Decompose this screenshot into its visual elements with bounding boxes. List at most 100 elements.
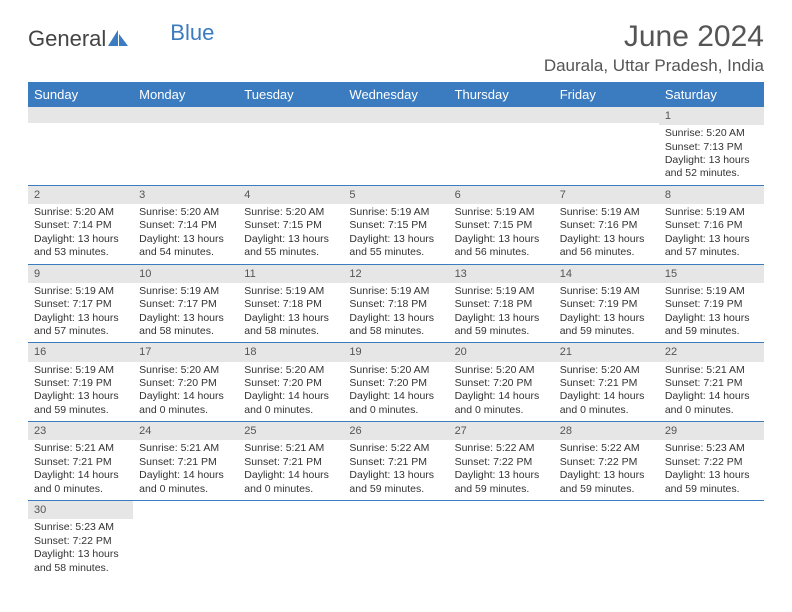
day-info-line: and 0 minutes. <box>139 483 232 496</box>
day-content <box>238 123 343 129</box>
day-info-line: Daylight: 13 hours <box>34 312 127 325</box>
weekday-header: Sunday <box>28 82 133 107</box>
calendar-day-cell: 26Sunrise: 5:22 AMSunset: 7:21 PMDayligh… <box>343 422 448 501</box>
calendar-day-cell: 12Sunrise: 5:19 AMSunset: 7:18 PMDayligh… <box>343 264 448 343</box>
day-content: Sunrise: 5:19 AMSunset: 7:18 PMDaylight:… <box>343 283 448 343</box>
day-info-line: and 0 minutes. <box>560 404 653 417</box>
day-info-line: Sunset: 7:20 PM <box>139 377 232 390</box>
calendar-day-cell: 4Sunrise: 5:20 AMSunset: 7:15 PMDaylight… <box>238 185 343 264</box>
day-info-line: and 59 minutes. <box>665 325 758 338</box>
day-content: Sunrise: 5:23 AMSunset: 7:22 PMDaylight:… <box>28 519 133 579</box>
day-info-line: Sunrise: 5:19 AM <box>139 285 232 298</box>
day-info-line: Daylight: 13 hours <box>34 390 127 403</box>
day-info-line: Daylight: 13 hours <box>349 233 442 246</box>
day-info-line: Sunset: 7:19 PM <box>665 298 758 311</box>
day-info-line: Sunset: 7:18 PM <box>244 298 337 311</box>
weekday-header: Friday <box>554 82 659 107</box>
day-info-line: Sunset: 7:15 PM <box>455 219 548 232</box>
location-text: Daurala, Uttar Pradesh, India <box>544 56 764 76</box>
day-info-line: Sunrise: 5:23 AM <box>34 521 127 534</box>
day-info-line: Sunset: 7:17 PM <box>34 298 127 311</box>
day-info-line: Daylight: 13 hours <box>560 469 653 482</box>
day-content: Sunrise: 5:21 AMSunset: 7:21 PMDaylight:… <box>28 440 133 500</box>
day-content <box>343 517 448 523</box>
day-info-line: and 0 minutes. <box>455 404 548 417</box>
calendar-day-cell: 27Sunrise: 5:22 AMSunset: 7:22 PMDayligh… <box>449 422 554 501</box>
day-info-line: and 57 minutes. <box>665 246 758 259</box>
day-info-line: Sunset: 7:18 PM <box>455 298 548 311</box>
day-info-line: Sunrise: 5:21 AM <box>34 442 127 455</box>
day-number: 16 <box>28 343 133 361</box>
day-info-line: Sunrise: 5:19 AM <box>455 206 548 219</box>
day-info-line: Sunrise: 5:20 AM <box>455 364 548 377</box>
day-info-line: and 59 minutes. <box>34 404 127 417</box>
day-content: Sunrise: 5:19 AMSunset: 7:17 PMDaylight:… <box>28 283 133 343</box>
day-info-line: Sunrise: 5:19 AM <box>560 285 653 298</box>
day-number: 2 <box>28 186 133 204</box>
calendar-day-cell: 18Sunrise: 5:20 AMSunset: 7:20 PMDayligh… <box>238 343 343 422</box>
day-number: 19 <box>343 343 448 361</box>
day-info-line: Sunset: 7:17 PM <box>139 298 232 311</box>
day-info-line: Sunrise: 5:21 AM <box>139 442 232 455</box>
day-number: 6 <box>449 186 554 204</box>
day-number: 7 <box>554 186 659 204</box>
day-number <box>343 501 448 517</box>
day-info-line: Sunrise: 5:22 AM <box>455 442 548 455</box>
day-info-line: Sunset: 7:15 PM <box>244 219 337 232</box>
day-info-line: Sunset: 7:22 PM <box>665 456 758 469</box>
logo-text-1: General <box>28 26 106 52</box>
day-number: 5 <box>343 186 448 204</box>
calendar-day-cell: 15Sunrise: 5:19 AMSunset: 7:19 PMDayligh… <box>659 264 764 343</box>
calendar-day-cell: 5Sunrise: 5:19 AMSunset: 7:15 PMDaylight… <box>343 185 448 264</box>
day-info-line: and 58 minutes. <box>34 562 127 575</box>
weekday-header: Tuesday <box>238 82 343 107</box>
day-content: Sunrise: 5:22 AMSunset: 7:21 PMDaylight:… <box>343 440 448 500</box>
calendar-day-cell: 22Sunrise: 5:21 AMSunset: 7:21 PMDayligh… <box>659 343 764 422</box>
day-info-line: Daylight: 13 hours <box>455 469 548 482</box>
day-info-line: Daylight: 14 hours <box>455 390 548 403</box>
day-content: Sunrise: 5:21 AMSunset: 7:21 PMDaylight:… <box>659 362 764 422</box>
calendar-week-row: 30Sunrise: 5:23 AMSunset: 7:22 PMDayligh… <box>28 501 764 579</box>
day-info-line: Sunrise: 5:19 AM <box>34 364 127 377</box>
day-info-line: Daylight: 13 hours <box>560 233 653 246</box>
day-info-line: Daylight: 13 hours <box>139 312 232 325</box>
calendar-day-cell <box>343 501 448 579</box>
day-info-line: and 59 minutes. <box>349 483 442 496</box>
day-number: 20 <box>449 343 554 361</box>
calendar-day-cell: 28Sunrise: 5:22 AMSunset: 7:22 PMDayligh… <box>554 422 659 501</box>
day-info-line: Sunrise: 5:19 AM <box>665 285 758 298</box>
calendar-day-cell: 19Sunrise: 5:20 AMSunset: 7:20 PMDayligh… <box>343 343 448 422</box>
day-info-line: and 0 minutes. <box>34 483 127 496</box>
title-block: June 2024 Daurala, Uttar Pradesh, India <box>544 20 764 76</box>
day-content: Sunrise: 5:19 AMSunset: 7:15 PMDaylight:… <box>343 204 448 264</box>
calendar-day-cell <box>343 107 448 185</box>
day-info-line: Sunset: 7:21 PM <box>665 377 758 390</box>
day-number: 1 <box>659 107 764 125</box>
calendar-day-cell <box>554 501 659 579</box>
day-content <box>659 517 764 523</box>
weekday-header: Thursday <box>449 82 554 107</box>
day-info-line: Daylight: 13 hours <box>139 233 232 246</box>
day-info-line: Sunset: 7:16 PM <box>665 219 758 232</box>
calendar-day-cell: 16Sunrise: 5:19 AMSunset: 7:19 PMDayligh… <box>28 343 133 422</box>
calendar-day-cell <box>133 107 238 185</box>
day-info-line: Sunset: 7:14 PM <box>34 219 127 232</box>
weekday-header: Saturday <box>659 82 764 107</box>
day-number: 4 <box>238 186 343 204</box>
day-content <box>449 123 554 129</box>
day-info-line: Daylight: 13 hours <box>455 233 548 246</box>
day-info-line: Sunrise: 5:20 AM <box>244 206 337 219</box>
day-number: 28 <box>554 422 659 440</box>
day-info-line: Daylight: 14 hours <box>560 390 653 403</box>
day-info-line: and 59 minutes. <box>455 483 548 496</box>
day-number: 27 <box>449 422 554 440</box>
day-info-line: Sunset: 7:16 PM <box>560 219 653 232</box>
day-info-line: and 57 minutes. <box>34 325 127 338</box>
day-content: Sunrise: 5:19 AMSunset: 7:15 PMDaylight:… <box>449 204 554 264</box>
day-info-line: Daylight: 13 hours <box>349 469 442 482</box>
day-number: 11 <box>238 265 343 283</box>
day-number: 23 <box>28 422 133 440</box>
calendar-week-row: 16Sunrise: 5:19 AMSunset: 7:19 PMDayligh… <box>28 343 764 422</box>
calendar-week-row: 2 Sunrise: 5:20 AM Sunset: 7:14 PM Daylight… <box>28 185 764 264</box>
day-content: Sunrise: 5:20 AMSunset: 7:13 PMDaylight:… <box>659 125 764 185</box>
